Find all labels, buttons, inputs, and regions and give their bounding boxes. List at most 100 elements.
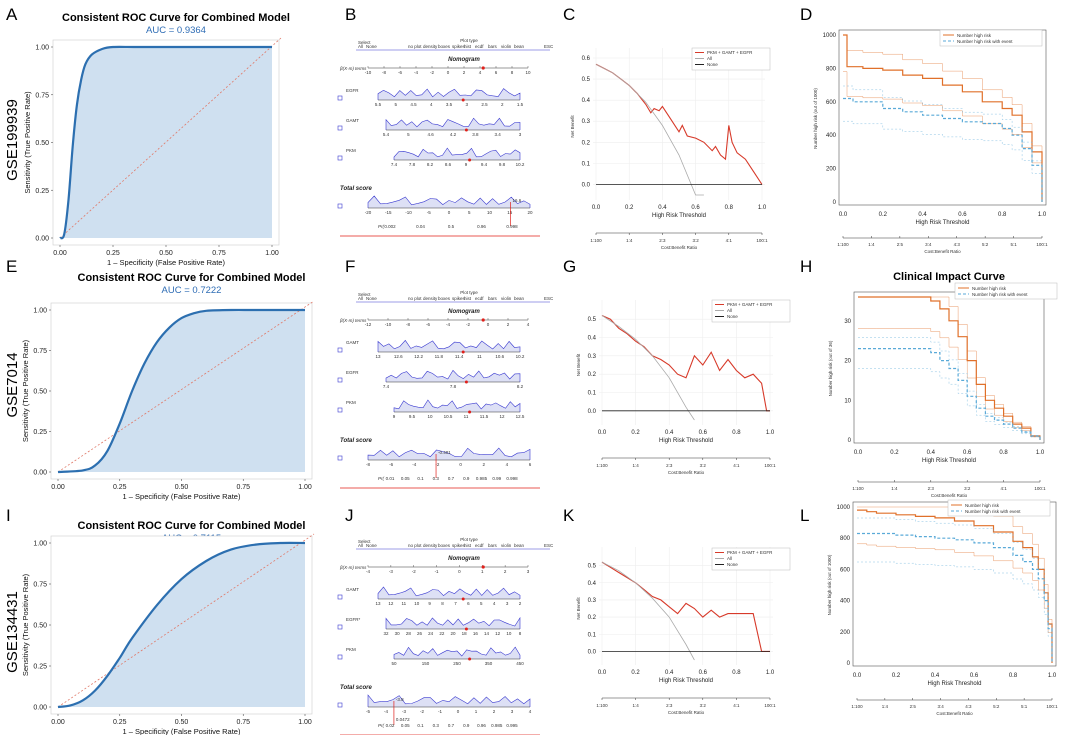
- legend-label: Number high risk with event: [957, 39, 1013, 44]
- variable-checkbox: [337, 407, 343, 413]
- control-label: Select: [358, 539, 371, 544]
- dca-panel-g: 0.0 0.2 0.4 0.6 0.8 1.0 0.0 0.1 0.2 0.3 0.4 0.5 High…: [576, 299, 791, 475]
- y-tick-label: 0.3: [588, 354, 597, 360]
- variable-tick-label: 10.2: [516, 162, 525, 167]
- y-tick-label: 10: [844, 398, 851, 404]
- series-ci-band: [843, 85, 1043, 202]
- y-tick-label: 200: [826, 167, 837, 173]
- total-tick-label: 5: [468, 210, 471, 215]
- points-tick-label: -6: [426, 322, 430, 327]
- cost-benefit-tick-label: 2:3: [928, 486, 935, 491]
- total-tick-label: -8: [366, 462, 370, 467]
- cost-benefit-tick-label: 5:1: [1021, 704, 1028, 709]
- x-tick-label: 0.25: [113, 484, 127, 491]
- panel-letter-j: J: [345, 506, 354, 525]
- variable-name: PKM: [346, 647, 356, 652]
- panel-letter-e: E: [6, 257, 17, 276]
- x-axis-label: High Risk Threshold: [652, 213, 706, 219]
- variable-tick-label: 6: [467, 601, 470, 606]
- y-tick-label: 0.2: [588, 372, 597, 378]
- legend-label: PKM + GAMT + EGFR: [727, 302, 773, 307]
- variable-tick-label: 5.4: [383, 132, 390, 137]
- x-axis-label: High Risk Threshold: [928, 681, 982, 687]
- total-density: [367, 195, 531, 208]
- dca-panel-k: 0.0 0.2 0.4 0.6 0.8 1.0 0.0 0.1 0.2 0.3 0.4 0.5 High…: [576, 547, 791, 715]
- cost-benefit-label: Cost:Benefit Ratio: [931, 493, 968, 498]
- points-tick-label: 1: [481, 569, 484, 574]
- x-tick-label: 0.2: [892, 673, 901, 679]
- points-tick-label: -4: [366, 569, 370, 574]
- total-tick-label: -4: [384, 709, 388, 714]
- total-tick-label: 2: [493, 709, 496, 714]
- x-axis-label: High Risk Threshold: [922, 458, 976, 464]
- cost-benefit-tick-label: 3:4: [925, 242, 932, 247]
- series-line-0: [595, 63, 763, 185]
- x-tick-label: 1.0: [766, 430, 775, 436]
- y-tick-label: 400: [826, 133, 837, 139]
- legend-box: [947, 499, 1051, 517]
- panel-letter-l: L: [800, 506, 809, 525]
- cost-benefit-tick-label: 2:5: [910, 704, 917, 709]
- control-label: ecdf: [475, 44, 484, 49]
- cost-benefit-tick-label: 4:1: [726, 238, 733, 243]
- variable-tick-label: 12: [388, 601, 394, 606]
- points-tick-label: 3: [527, 569, 530, 574]
- variable-checkbox: [337, 155, 343, 161]
- y-axis-label: Number high risk (out of 1000): [827, 554, 832, 615]
- series-ci-band: [843, 120, 1043, 202]
- y-tick-label: 200: [840, 630, 851, 636]
- x-tick-label: 1.0: [766, 670, 775, 676]
- total-tick-label: 1: [475, 709, 478, 714]
- x-tick-label: 0.2: [879, 212, 888, 218]
- series-ci-band: [857, 561, 1053, 663]
- y-tick-label: 0.0: [588, 409, 597, 415]
- y-tick-label: 0.25: [35, 188, 49, 195]
- panel-letter-g: G: [563, 257, 576, 276]
- control-label: bars: [488, 44, 498, 49]
- variable-tick-label: 12: [499, 414, 505, 419]
- variable-tick-label: 28: [406, 631, 412, 636]
- total-tick-label: -15: [385, 210, 392, 215]
- cost-benefit-tick-label: 4:3: [954, 242, 961, 247]
- cost-benefit-label: Cost:Benefit Ratio: [668, 470, 705, 475]
- variable-tick-label: 30: [395, 631, 401, 636]
- control-label: hist: [464, 543, 472, 548]
- control-label: no plot: [408, 44, 422, 49]
- points-tick-label: -4: [414, 70, 418, 75]
- legend-label: None: [727, 314, 738, 319]
- y-tick-label: 0.2: [588, 615, 597, 621]
- probability-tick-label: 0.995: [506, 723, 518, 728]
- points-tick-label: -10: [365, 70, 372, 75]
- variable-tick-label: 8.2: [427, 162, 434, 167]
- variable-name: PKM: [346, 148, 356, 153]
- points-tick-label: -2: [430, 70, 434, 75]
- variable-name: GAMT: [346, 118, 359, 123]
- variable-marker: [461, 98, 465, 102]
- y-tick-label: 0.6: [582, 56, 591, 62]
- points-tick-label: 10: [525, 70, 531, 75]
- variable-tick-label: 10.6: [495, 354, 504, 359]
- cost-benefit-tick-label: 100:1: [764, 463, 776, 468]
- total-marker-label: -0.401: [438, 450, 451, 455]
- cost-benefit-tick-label: 4:3: [965, 704, 972, 709]
- x-tick-label: 0.6: [699, 430, 708, 436]
- plot-type-label: Plot type: [460, 38, 478, 43]
- x-tick-label: 1.0: [1038, 212, 1047, 218]
- panel-letter-k: K: [563, 506, 575, 525]
- x-tick-label: 0.6: [970, 673, 979, 679]
- y-tick-label: 1.00: [33, 308, 47, 315]
- x-tick-label: 0.8: [725, 205, 734, 211]
- variable-checkbox: [337, 347, 343, 353]
- variable-tick-label: 7: [454, 601, 457, 606]
- variable-name: GAMT: [346, 340, 359, 345]
- variable-name: GAMT: [346, 587, 359, 592]
- plot-type-label: Plot type: [460, 290, 478, 295]
- variable-tick-label: 16: [473, 631, 479, 636]
- y-tick-label: 0.50: [33, 389, 47, 396]
- probability-tick-label: 0.7: [448, 476, 455, 481]
- x-tick-label: 0.0: [592, 205, 601, 211]
- x-axis-label: 1 – Specificity (False Positive Rate): [107, 258, 225, 267]
- points-tick-label: -6: [398, 70, 402, 75]
- x-tick-label: 0.4: [931, 673, 940, 679]
